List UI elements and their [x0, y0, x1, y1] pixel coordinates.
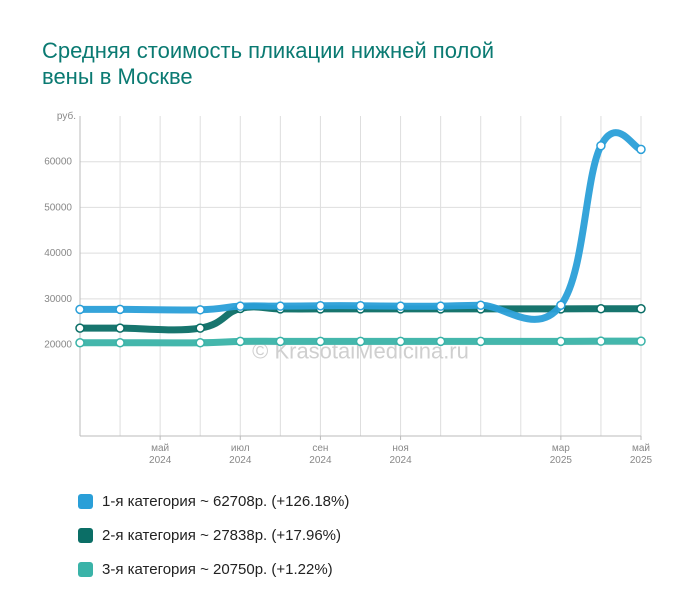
x-tick-label-year: 2024 [309, 455, 332, 466]
series-1-point [75, 304, 85, 315]
series-2-point [75, 323, 85, 333]
series-3-point [195, 337, 205, 348]
series-3-point [475, 336, 486, 347]
series-2-point [115, 323, 125, 333]
series-1-point [395, 301, 406, 311]
series-1-point [115, 304, 125, 315]
series-1-point [355, 300, 366, 311]
y-tick-label: 30000 [44, 294, 72, 305]
legend-label-1: 1-я категория ~ 62708р. (+126.18%) [102, 492, 350, 510]
series-3-point [596, 336, 606, 346]
series-1-point [435, 301, 446, 311]
series-1-point [275, 301, 286, 311]
legend-label-3: 3-я категория ~ 20750р. (+1.22%) [102, 560, 333, 578]
chart-title: Средняя стоимость пликации нижней полой … [42, 38, 602, 90]
series-1-point [315, 300, 326, 311]
legend-item-2[interactable]: 2-я категория ~ 27838р. (+17.96%) [78, 518, 349, 552]
x-tick-label-month: ноя [392, 443, 409, 454]
chart-title-line-2: вены в Москве [42, 64, 193, 89]
series-1-point [235, 301, 246, 311]
series-3-point [435, 336, 446, 347]
x-tick-label-year: 2025 [550, 455, 573, 466]
legend-swatch-1 [78, 493, 93, 509]
x-tick-label-month: сен [312, 443, 328, 454]
legend-swatch-3 [78, 561, 93, 577]
series-3-point [355, 336, 366, 347]
y-tick-label: 40000 [44, 248, 72, 259]
x-tick-label-year: 2024 [149, 455, 172, 466]
series-1-point [636, 144, 646, 155]
series-2-point [596, 303, 606, 314]
series-3-point [315, 336, 326, 347]
legend-item-3[interactable]: 3-я категория ~ 20750р. (+1.22%) [78, 552, 349, 586]
series-3-point [235, 336, 246, 347]
series-2-point [636, 303, 646, 314]
y-unit-label: руб. [57, 110, 76, 122]
series-3-point [275, 336, 286, 347]
series-3-point [395, 336, 406, 347]
series-2-point [195, 323, 205, 333]
x-tick-label-month: май [151, 443, 169, 454]
series-3-point [75, 337, 85, 348]
legend-label-2: 2-я категория ~ 27838р. (+17.96%) [102, 526, 342, 544]
series-3-point [556, 336, 566, 347]
series-1-point [475, 300, 486, 311]
series-1-point [195, 305, 205, 315]
x-tick-label-year: 2024 [229, 455, 252, 466]
series-3-point [636, 336, 646, 346]
x-tick-label-month: мар [552, 443, 570, 454]
series-1-point [596, 140, 606, 151]
x-tick-label-month: май [632, 443, 650, 454]
y-tick-label: 50000 [44, 202, 72, 213]
x-tick-label-month: июл [231, 443, 250, 454]
legend: 1-я категория ~ 62708р. (+126.18%) 2-я к… [78, 484, 349, 586]
series-1-point [556, 300, 566, 311]
y-tick-label: 60000 [44, 157, 72, 168]
legend-swatch-2 [78, 527, 93, 543]
chart-title-line-1: Средняя стоимость пликации нижней полой [42, 38, 495, 63]
series-3-point [115, 337, 125, 348]
x-tick-label-year: 2024 [389, 455, 412, 466]
y-tick-label: 20000 [44, 340, 72, 351]
legend-item-1[interactable]: 1-я категория ~ 62708р. (+126.18%) [78, 484, 349, 518]
x-tick-label-year: 2025 [630, 455, 653, 466]
